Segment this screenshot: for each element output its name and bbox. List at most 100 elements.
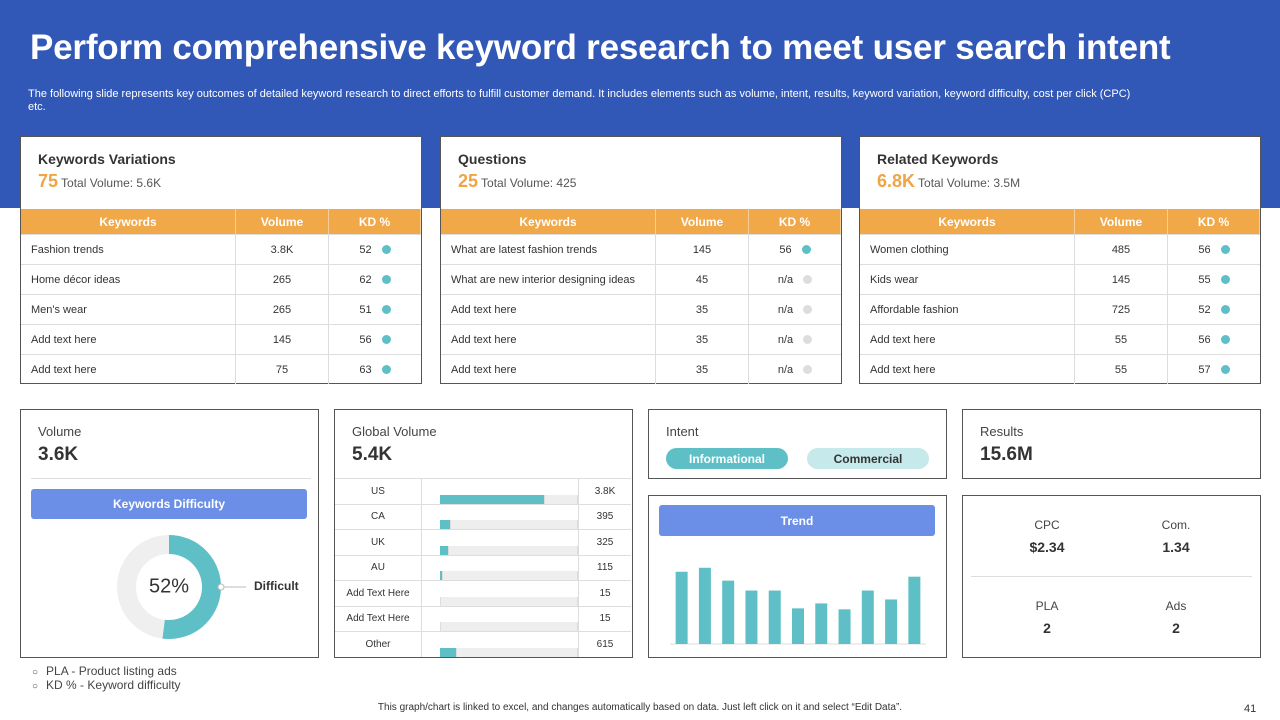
cell-text: What are new interior designing ideas bbox=[451, 273, 636, 286]
column-header: KD % bbox=[329, 209, 421, 234]
bar-cell bbox=[422, 632, 579, 657]
bar-track bbox=[440, 494, 578, 504]
table-cell: 145 bbox=[1075, 265, 1168, 294]
table-cell: 35 bbox=[656, 325, 749, 354]
metric-value: 2 bbox=[1043, 620, 1051, 636]
slide-subtitle: The following slide represents key outco… bbox=[28, 88, 1131, 113]
table-cell: 56 bbox=[329, 325, 421, 354]
table-cell: 75 bbox=[236, 355, 329, 384]
table-cell: 56 bbox=[1168, 235, 1260, 264]
bar-track bbox=[440, 545, 578, 555]
table-cell: n/a bbox=[749, 355, 841, 384]
cell-text: 265 bbox=[272, 303, 292, 316]
table-cell: Affordable fashion bbox=[860, 295, 1075, 324]
volume-row: Add Text Here 15 bbox=[335, 580, 631, 606]
column-header: Volume bbox=[1075, 209, 1168, 234]
bar-cell bbox=[422, 606, 579, 632]
cell-text: 3.8K bbox=[270, 243, 294, 256]
value-label: 395 bbox=[596, 511, 614, 523]
cell-text: 145 bbox=[272, 333, 292, 346]
cell-text: 145 bbox=[1111, 273, 1131, 286]
volume-row: Other 615 bbox=[335, 631, 631, 657]
kd-dot bbox=[381, 305, 391, 314]
results-value: 15.6M bbox=[980, 444, 1033, 465]
metric-label: CPC bbox=[1034, 518, 1060, 532]
cell-text: Women clothing bbox=[870, 243, 949, 256]
global-volume-value: 5.4K bbox=[352, 444, 393, 465]
table-row: Add text here 35 n/a bbox=[441, 294, 841, 324]
table-row: Men's wear 265 51 bbox=[21, 294, 421, 324]
kd-dot bbox=[381, 335, 391, 344]
total-volume: Total Volume: 3.5M bbox=[918, 176, 1021, 190]
table-cell: 62 bbox=[329, 265, 421, 294]
keyword-card: Keywords Variations 75 Total Volume: 5.6K K… bbox=[20, 136, 422, 384]
table-cell: 55 bbox=[1075, 355, 1168, 384]
table-cell: 55 bbox=[1168, 265, 1260, 294]
table-cell: Men's wear bbox=[21, 295, 236, 324]
intent-label: Intent bbox=[666, 424, 699, 439]
cell-text: 56 bbox=[1198, 333, 1211, 346]
results-card: Results 15.6M bbox=[962, 409, 1261, 479]
cell-text: Add text here bbox=[870, 333, 936, 346]
cell-text: 52 bbox=[1198, 303, 1211, 316]
table-row: Add text here 75 63 bbox=[21, 354, 421, 384]
cell-text: n/a bbox=[777, 333, 794, 346]
country: UK bbox=[335, 530, 422, 555]
cell-text: Add text here bbox=[451, 303, 517, 316]
volume-row: CA 395 bbox=[335, 503, 631, 530]
volume-row: UK 325 bbox=[335, 529, 631, 555]
bar-cell bbox=[422, 555, 579, 581]
cell-text: 45 bbox=[695, 273, 709, 286]
volume-row: Add Text Here 15 bbox=[335, 605, 631, 632]
cell-text: Add text here bbox=[31, 363, 97, 376]
country: Add Text Here bbox=[335, 606, 422, 631]
results-label: Results bbox=[980, 424, 1024, 439]
table-row: Add text here 55 56 bbox=[860, 324, 1260, 354]
kd-dot bbox=[1220, 365, 1230, 374]
country: US bbox=[335, 479, 422, 504]
cell-text: 62 bbox=[359, 273, 372, 286]
card-summary: 75 Total Volume: 5.6K bbox=[38, 171, 161, 192]
table-cell: 265 bbox=[236, 265, 329, 294]
table-cell: 57 bbox=[1168, 355, 1260, 384]
footer-text: This graph/chart is linked to excel, and… bbox=[377, 702, 903, 713]
keyword-card: Questions 25 Total Volume: 425 Keywords Volu… bbox=[440, 136, 842, 384]
table-row: Women clothing 485 56 bbox=[860, 234, 1260, 264]
divider bbox=[971, 576, 1252, 577]
kd-dot bbox=[381, 365, 391, 374]
table-cell: 45 bbox=[656, 265, 749, 294]
cell-text: n/a bbox=[777, 303, 794, 316]
table-header: Keywords Volume KD % bbox=[860, 209, 1260, 234]
count: 25 bbox=[458, 171, 479, 191]
cell-text: n/a bbox=[777, 273, 794, 286]
table-row: Add text here 145 56 bbox=[21, 324, 421, 354]
column-header: KD % bbox=[1168, 209, 1260, 234]
table-cell: 56 bbox=[1168, 325, 1260, 354]
table-cell: 35 bbox=[656, 295, 749, 324]
metric-label: PLA bbox=[1035, 599, 1059, 613]
intent-tag: Commercial bbox=[807, 448, 929, 469]
cell-text: Men's wear bbox=[31, 303, 87, 316]
bar bbox=[440, 545, 449, 555]
cell-text: Add text here bbox=[451, 363, 517, 376]
kd-dot bbox=[1220, 305, 1230, 314]
bar bbox=[440, 596, 441, 606]
card-summary: 6.8K Total Volume: 3.5M bbox=[877, 171, 1020, 192]
kd-dot bbox=[803, 305, 813, 314]
value-label: 115 bbox=[597, 562, 613, 574]
column-header: KD % bbox=[749, 209, 841, 234]
note: PLA - Product listing ads bbox=[32, 664, 177, 678]
table-cell: Add text here bbox=[441, 295, 656, 324]
cell-text: 55 bbox=[1114, 363, 1128, 376]
value-label: 325 bbox=[596, 536, 614, 548]
card-title: Questions bbox=[458, 151, 527, 167]
metrics-card: CPC $2.34 Com. 1.34 PLA 2 Ads 2 bbox=[962, 495, 1261, 658]
table-cell: 145 bbox=[236, 325, 329, 354]
table-row: What are latest fashion trends 145 56 bbox=[441, 234, 841, 264]
metric-value: 1.34 bbox=[1162, 539, 1190, 555]
table-row: Home décor ideas 265 62 bbox=[21, 264, 421, 294]
cell-text: 485 bbox=[1111, 243, 1131, 256]
intent-card: Intent Informational Commercial bbox=[648, 409, 947, 479]
kd-dot bbox=[803, 365, 813, 374]
cell-text: Add text here bbox=[870, 363, 936, 376]
